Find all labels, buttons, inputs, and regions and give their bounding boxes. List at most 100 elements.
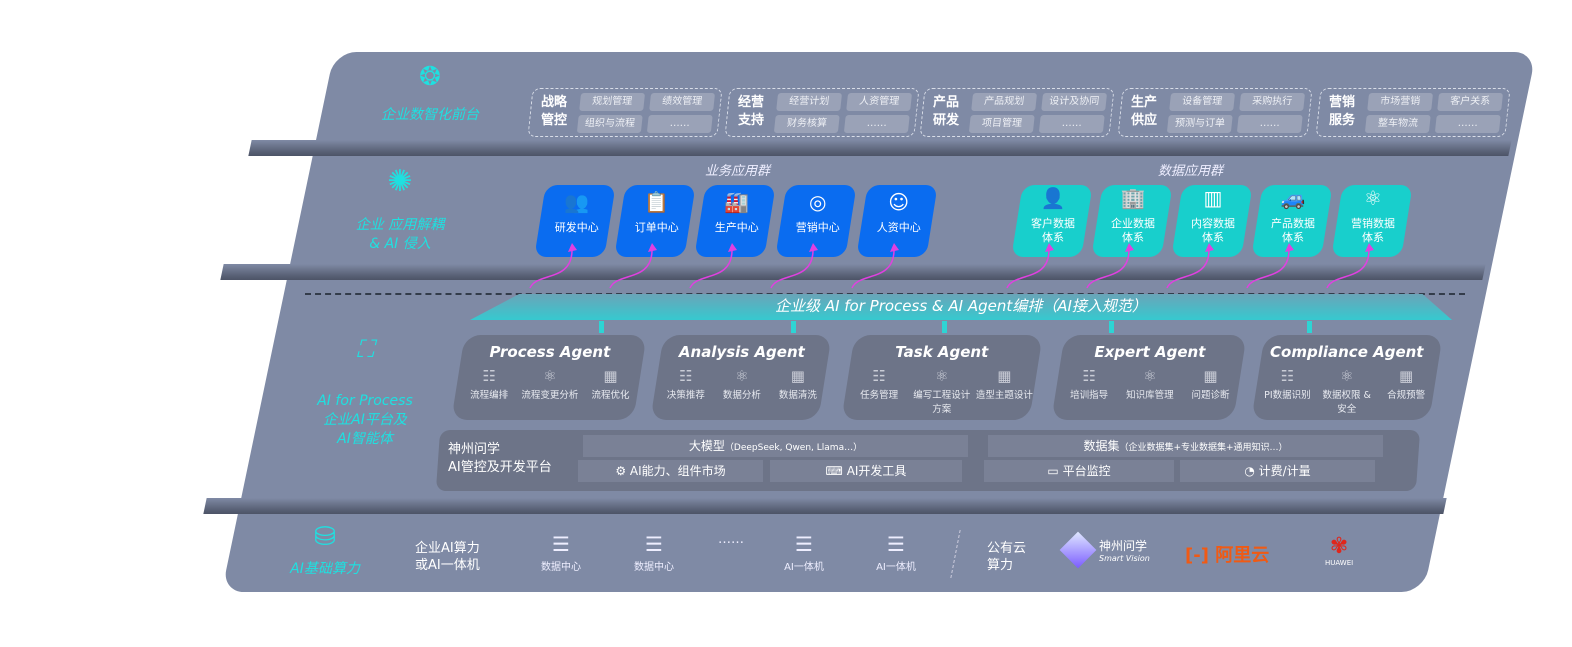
server-icon: ☰	[795, 532, 813, 556]
agent-capability: ▦ 合规预警	[1377, 367, 1436, 415]
arrow-head	[1365, 243, 1374, 252]
agent-capability: ☷ 任务管理	[848, 367, 910, 415]
capability-icon: ⚛	[735, 367, 749, 385]
agent-capability: ⚛ 编写工程设计方案	[911, 367, 973, 415]
server-icon: ☰	[645, 532, 663, 556]
agent-capability: ⚛ 数据分析	[714, 367, 769, 401]
platform-title-line: AI管控及开发平台	[448, 460, 552, 475]
capability-label: 决策推荐	[666, 390, 705, 401]
server-icon: ☰	[887, 532, 905, 556]
down-arrow-icon	[1109, 321, 1114, 333]
connector-arrow	[1166, 249, 1210, 289]
platform-title: 神州问学 AI管控及开发平台	[448, 441, 552, 477]
arrow-head	[1125, 243, 1134, 252]
platform-title-line: 神州问学	[448, 442, 501, 457]
arrow-head	[1205, 243, 1214, 252]
capability-label: 数据权限 & 安全	[1322, 390, 1371, 415]
connector-arrow	[529, 249, 573, 289]
layer-divider	[203, 498, 1447, 514]
agent-capability: ▦ 数据清洗	[770, 367, 825, 401]
enterprise-compute-line: 或AI一体机	[415, 558, 480, 573]
server-item: ☰ AI一体机	[870, 532, 922, 573]
agent-name: Analysis Agent	[678, 343, 805, 361]
arrow-head	[890, 243, 899, 252]
vendor-name: HUAWEI	[1325, 559, 1354, 567]
down-arrow-icon	[791, 321, 796, 333]
huawei-flower-icon: ✾	[1329, 534, 1349, 559]
layer-title-line: 企业AI平台及	[323, 412, 407, 428]
monitor-item[interactable]: ▭ 平台监控	[984, 460, 1174, 482]
agent-capability: ☷ PI数据识别	[1258, 367, 1317, 415]
model-label: 大模型	[688, 439, 725, 453]
database-icon: ⛁	[314, 522, 336, 552]
capability-label: 培训指导	[1070, 390, 1109, 401]
agent-card[interactable]: Analysis Agent ☷ 决策推荐 ⚛ 数据分析 ▦ 数据清洗	[650, 335, 832, 420]
agent-card[interactable]: Task Agent ☷ 任务管理 ⚛ 编写工程设计方案 ▦ 造型主题设计	[841, 335, 1043, 420]
layer-apps-label: ✺ 企业 应用解耦 & AI 侵入	[340, 167, 460, 254]
layer-infra-label: ⛁ AI基础算力	[270, 522, 380, 579]
agent-name: Process Agent	[489, 343, 611, 361]
capability-icon: ⚛	[543, 367, 557, 385]
capability-label: 流程编排	[470, 390, 509, 401]
layer-title: 企业数智化前台	[381, 107, 479, 123]
agent-capability: ☷ 培训指导	[1059, 367, 1119, 401]
server-item: ☰ AI一体机	[778, 532, 830, 573]
agent-capability: ▦ 造型主题设计	[973, 367, 1035, 415]
agent-capability: ⚛ 知识库管理	[1120, 367, 1180, 401]
billing-label: 计费/计量	[1258, 464, 1311, 478]
dataset-bar: 数据集（企业数据集+专业数据集+通用知识…）	[988, 435, 1383, 457]
orchestration-banner-text: 企业级 AI for Process & AI Agent编排（AI接入规范）	[775, 297, 1147, 315]
smart-vision-logo: 神州问学 Smart Vision	[1059, 531, 1150, 569]
server-label: AI一体机	[784, 562, 824, 573]
capability-icon: ▦	[997, 367, 1012, 385]
enterprise-compute: 企业AI算力 或AI一体机	[415, 540, 480, 574]
layer-title-line: AI智能体	[337, 431, 393, 447]
server-item: ☰ 数据中心	[628, 532, 680, 573]
server-label: 数据中心	[634, 562, 674, 573]
capability-label: 数据清洗	[778, 390, 817, 401]
capability-label: 流程优化	[591, 390, 630, 401]
vendor-name: 阿里云	[1215, 545, 1270, 566]
layer-ai-label: ⛶ AI for Process 企业AI平台及 AI智能体	[300, 335, 430, 449]
face-scan-icon: ⛶	[356, 335, 374, 363]
capability-label: 编写工程设计方案	[913, 390, 971, 415]
capability-icon: ▦	[1398, 367, 1414, 385]
market-item[interactable]: ⚙ AI能力、组件市场	[578, 460, 763, 482]
server-label: 数据中心	[541, 562, 581, 573]
server-label: AI一体机	[876, 562, 916, 573]
down-arrow-icon	[942, 321, 947, 333]
more-ellipsis: ……	[705, 532, 757, 547]
connector-arrow	[770, 249, 814, 289]
capability-label: 任务管理	[860, 390, 899, 401]
model-note: （DeepSeek, Qwen, Llama…）	[724, 443, 863, 453]
capability-label: 问题诊断	[1191, 390, 1230, 401]
agent-card[interactable]: Compliance Agent ☷ PI数据识别 ⚛ 数据权限 & 安全 ▦ 合规预警	[1251, 335, 1443, 420]
capability-icon: ▦	[790, 367, 805, 385]
agent-card[interactable]: Process Agent ☷ 流程编排 ⚛ 流程变更分析 ▦ 流程优化	[451, 335, 647, 420]
connector-arrow	[689, 249, 733, 289]
billing-item[interactable]: ◔ 计费/计量	[1180, 460, 1375, 482]
agent-capability: ▦ 问题诊断	[1180, 367, 1240, 401]
devtools-label: AI开发工具	[846, 464, 907, 478]
layer-title: AI基础算力	[290, 561, 360, 577]
capability-label: 数据分析	[722, 390, 761, 401]
agent-name: Compliance Agent	[1270, 343, 1424, 361]
agent-card[interactable]: Expert Agent ☷ 培训指导 ⚛ 知识库管理 ▦ 问题诊断	[1051, 335, 1247, 420]
agent-capability: ▦ 流程优化	[580, 367, 640, 401]
capability-label: 合规预警	[1387, 390, 1426, 401]
server-label: ……	[718, 532, 744, 547]
capability-label: 造型主题设计	[975, 390, 1033, 401]
server-icon: ☰	[552, 532, 570, 556]
public-cloud-line: 公有云	[987, 541, 1027, 556]
monitor-label: 平台监控	[1062, 464, 1111, 478]
vendor-name: 神州问学	[1099, 539, 1148, 553]
connector-arrow	[1006, 249, 1050, 289]
diamond-logo-icon	[1059, 531, 1097, 569]
capability-icon: ▦	[1203, 367, 1218, 385]
market-label: AI能力、组件市场	[629, 464, 726, 478]
down-arrow-icon	[599, 321, 604, 333]
huawei-logo: ✾ HUAWEI	[1325, 534, 1354, 568]
agent-capability: ⚛ 流程变更分析	[520, 367, 580, 401]
arrow-head	[568, 243, 577, 252]
devtools-item[interactable]: ⌨ AI开发工具	[770, 460, 962, 482]
